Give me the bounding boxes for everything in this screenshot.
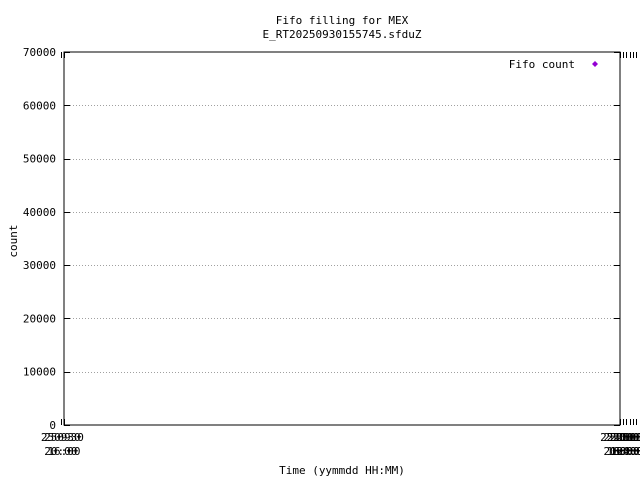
y-tick-label: 50000 xyxy=(23,153,56,166)
y-tick-label: 30000 xyxy=(23,259,56,272)
chart-subtitle: E_RT20250930155745.sfduZ xyxy=(263,28,422,41)
x-tick-time: 12:00 xyxy=(610,445,640,458)
y-tick-label: 60000 xyxy=(23,99,56,112)
x-tick-time: 00:00 xyxy=(620,445,640,458)
x-tick-date: 251001 xyxy=(610,431,640,444)
x-tick-time: 04:00 xyxy=(616,445,640,458)
x-tick-date: 251001 xyxy=(616,431,640,444)
chart-title: Fifo filling for MEX xyxy=(276,14,409,27)
x-tick-date: 251001 xyxy=(613,431,640,444)
x-tick-date: 251001 xyxy=(607,431,640,444)
x-tick-time: 20:00 xyxy=(603,445,636,458)
x-tick-date: 251001 xyxy=(603,431,640,444)
y-tick-label: 70000 xyxy=(23,46,56,59)
y-tick-label: 10000 xyxy=(23,366,56,379)
x-tick-date: 250930 xyxy=(44,431,84,444)
x-tick-time: 08:00 xyxy=(613,445,640,458)
y-tick-labels: 0 10000 20000 30000 40000 50000 60000 70000 xyxy=(23,46,56,432)
legend-marker xyxy=(592,61,598,67)
y-axis-label: count xyxy=(7,224,20,257)
y-tick-label: 20000 xyxy=(23,312,56,325)
x-tick-date: 251001 xyxy=(600,431,640,444)
x-tick-time: 16:00 xyxy=(607,445,640,458)
legend-label: Fifo count xyxy=(509,58,575,71)
x-tick-labels: 25093016:0025093020:0025100100:002510010… xyxy=(41,431,640,458)
x-axis-label: Time (yymmdd HH:MM) xyxy=(279,464,405,477)
x-tick-time: 16:00 xyxy=(47,445,80,458)
plot-border xyxy=(63,51,621,426)
y-tick-label: 40000 xyxy=(23,206,56,219)
y-tick-label: 0 xyxy=(49,419,56,432)
x-tick-time: 20:00 xyxy=(44,445,77,458)
axis-ticks xyxy=(61,52,637,426)
x-tick-date: 250930 xyxy=(41,431,81,444)
legend: Fifo count xyxy=(509,58,598,71)
